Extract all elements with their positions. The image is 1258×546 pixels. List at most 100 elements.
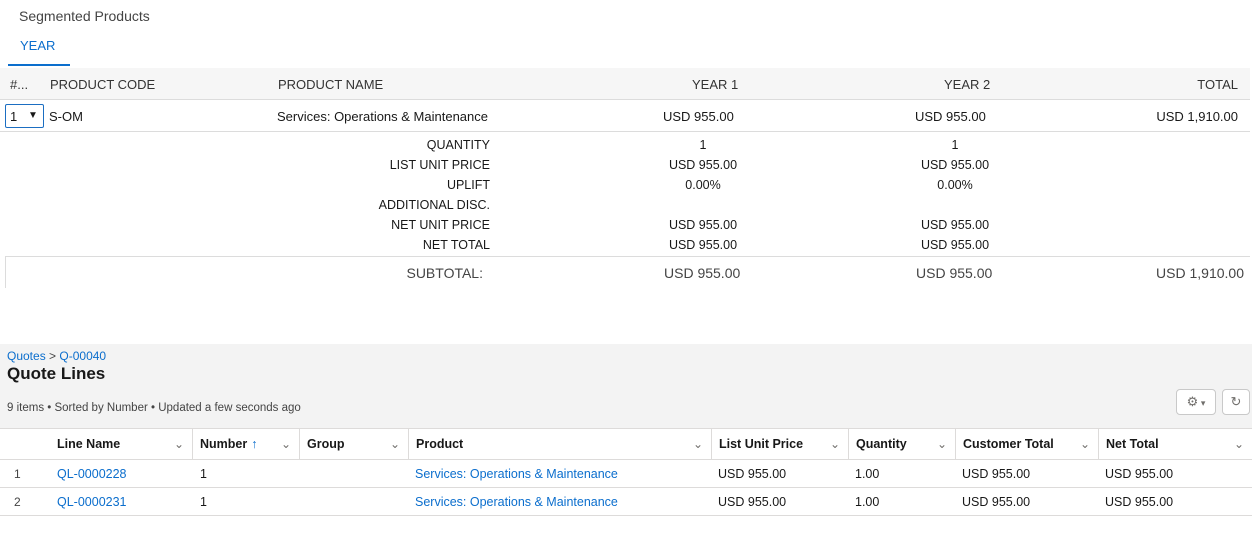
detail-year1: USD 955.00 <box>668 238 738 252</box>
row-number-select[interactable]: 1 ▼ <box>5 104 44 128</box>
product-name-cell: Services: Operations & Maintenance <box>277 109 488 124</box>
col-header-product-name: PRODUCT NAME <box>278 77 384 92</box>
refresh-icon: ↻ <box>1230 394 1242 409</box>
col-header-total: TOTAL <box>1197 77 1238 92</box>
chevron-down-icon[interactable]: ⌄ <box>173 437 184 451</box>
list-unit-price-cell: USD 955.00 <box>718 467 787 481</box>
net-total-cell: USD 955.00 <box>1105 467 1174 481</box>
subtotal-year2: USD 955.00 <box>916 265 993 281</box>
column-divider[interactable] <box>955 429 956 459</box>
line-name-link[interactable]: QL-0000231 <box>57 495 127 509</box>
product-link[interactable]: Services: Operations & Maintenance <box>415 495 618 509</box>
refresh-button[interactable]: ↻ <box>1222 389 1250 415</box>
chevron-down-icon[interactable]: ⌄ <box>1233 437 1244 451</box>
chevron-down-icon[interactable]: ⌄ <box>829 437 840 451</box>
page-title: Quote Lines <box>7 364 106 383</box>
caret-down-icon: ▼ <box>28 110 38 121</box>
chevron-down-icon[interactable]: ⌄ <box>280 437 291 451</box>
net-total-cell: USD 955.00 <box>1105 495 1174 509</box>
breadcrumb-separator: > <box>49 349 57 363</box>
subtotal-year1: USD 955.00 <box>664 265 741 281</box>
detail-label: QUANTITY <box>426 138 490 152</box>
breadcrumb: Quotes > Q-00040 <box>7 349 106 363</box>
total-cell: USD 1,910.00 <box>1156 109 1238 124</box>
chevron-down-icon[interactable]: ⌄ <box>389 437 400 451</box>
sort-ascending-icon: ↑ <box>251 437 258 451</box>
col-header-product[interactable]: Product ⌄ <box>409 429 711 459</box>
col-label: Number <box>200 437 248 451</box>
detail-year2: 0.00% <box>937 178 973 192</box>
column-divider[interactable] <box>1098 429 1099 459</box>
list-view-header <box>0 344 1252 428</box>
row-index: 1 <box>14 467 21 481</box>
column-divider[interactable] <box>299 429 300 459</box>
detail-label: LIST UNIT PRICE <box>389 158 490 172</box>
quantity-cell: 1.00 <box>855 467 880 481</box>
detail-label: NET UNIT PRICE <box>391 218 490 232</box>
col-header-line-name[interactable]: Line Name ⌄ <box>50 429 192 459</box>
chevron-down-icon[interactable]: ⌄ <box>692 437 703 451</box>
customer-total-cell: USD 955.00 <box>962 467 1031 481</box>
segmented-table-header: #... PRODUCT CODE PRODUCT NAME YEAR 1 YE… <box>0 68 1250 100</box>
row-number-value: 1 <box>10 109 18 124</box>
column-divider[interactable] <box>192 429 193 459</box>
subtotal-total: USD 1,910.00 <box>1156 265 1244 281</box>
col-label: Product <box>416 437 464 451</box>
row-index: 2 <box>14 495 21 509</box>
subtotal-left-border <box>5 256 6 288</box>
col-header-net-total[interactable]: Net Total ⌄ <box>1099 429 1252 459</box>
list-settings-button[interactable]: ⚙ ▾ <box>1176 389 1216 415</box>
col-header-year1: YEAR 1 <box>692 77 739 92</box>
table-row: 2 QL-0000231 1 Services: Operations & Ma… <box>0 488 1252 516</box>
subtotal-divider <box>5 256 1250 257</box>
col-label: Quantity <box>856 437 907 451</box>
col-label: Line Name <box>57 437 121 451</box>
detail-year1: 1 <box>699 138 707 152</box>
chevron-down-icon[interactable]: ⌄ <box>1079 437 1090 451</box>
year2-cell: USD 955.00 <box>915 109 986 124</box>
subtotal-label: SUBTOTAL: <box>406 265 483 281</box>
quantity-cell: 1.00 <box>855 495 880 509</box>
number-cell: 1 <box>200 495 207 509</box>
breadcrumb-quote-link[interactable]: Q-00040 <box>59 349 107 363</box>
col-header-year2: YEAR 2 <box>944 77 991 92</box>
list-view-meta: 9 items • Sorted by Number • Updated a f… <box>7 402 301 414</box>
column-divider[interactable] <box>711 429 712 459</box>
col-label: Net Total <box>1106 437 1159 451</box>
table-row: 1 QL-0000228 1 Services: Operations & Ma… <box>0 460 1252 488</box>
gear-icon: ⚙ <box>1186 394 1199 409</box>
line-name-link[interactable]: QL-0000228 <box>57 467 127 481</box>
tab-year[interactable]: YEAR <box>20 38 56 53</box>
segmented-product-row: 1 ▼ S-OM Services: Operations & Maintena… <box>0 100 1250 132</box>
breadcrumb-quotes-link[interactable]: Quotes <box>7 349 46 363</box>
detail-label: NET TOTAL <box>422 238 490 252</box>
year1-cell: USD 955.00 <box>663 109 734 124</box>
detail-label: UPLIFT <box>446 178 490 192</box>
chevron-down-icon[interactable]: ⌄ <box>936 437 947 451</box>
col-header-customer-total[interactable]: Customer Total ⌄ <box>956 429 1098 459</box>
col-header-number[interactable]: Number ↑ ⌄ <box>193 429 299 459</box>
detail-year1: 0.00% <box>685 178 721 192</box>
col-header-list-unit-price[interactable]: List Unit Price ⌄ <box>712 429 848 459</box>
column-divider[interactable] <box>408 429 409 459</box>
col-header-number: #... <box>10 77 29 92</box>
col-header-quantity[interactable]: Quantity ⌄ <box>849 429 955 459</box>
col-header-group[interactable]: Group ⌄ <box>300 429 408 459</box>
col-header-product-code: PRODUCT CODE <box>50 77 156 92</box>
column-divider[interactable] <box>848 429 849 459</box>
number-cell: 1 <box>200 467 207 481</box>
segmented-products-title: Segmented Products <box>19 8 150 24</box>
tab-active-indicator <box>8 64 70 66</box>
detail-year1: USD 955.00 <box>668 158 738 172</box>
product-link[interactable]: Services: Operations & Maintenance <box>415 467 618 481</box>
detail-year1: USD 955.00 <box>668 218 738 232</box>
list-unit-price-cell: USD 955.00 <box>718 495 787 509</box>
detail-label: ADDITIONAL DISC. <box>378 198 490 212</box>
detail-year2: USD 955.00 <box>920 218 990 232</box>
chevron-down-icon: ▾ <box>1198 398 1206 408</box>
product-code-cell: S-OM <box>49 109 83 124</box>
detail-year2: USD 955.00 <box>920 238 990 252</box>
detail-year2: 1 <box>951 138 959 152</box>
detail-year2: USD 955.00 <box>920 158 990 172</box>
customer-total-cell: USD 955.00 <box>962 495 1031 509</box>
